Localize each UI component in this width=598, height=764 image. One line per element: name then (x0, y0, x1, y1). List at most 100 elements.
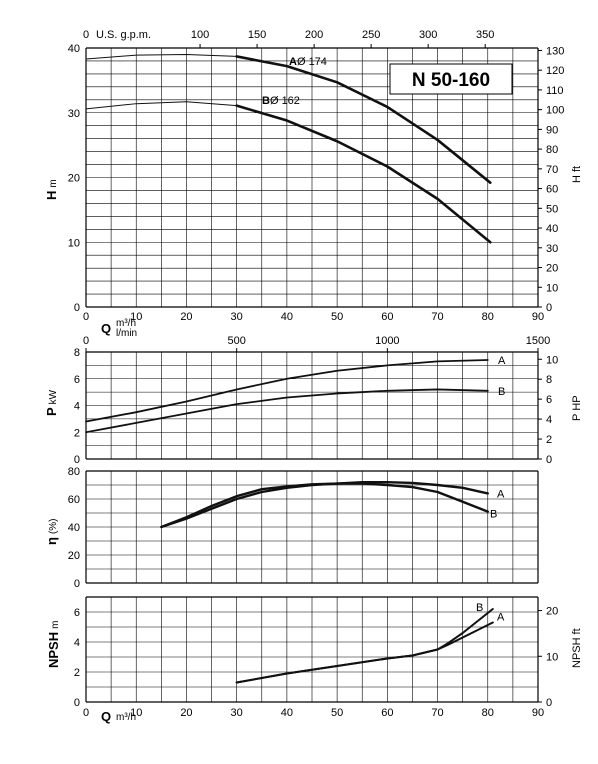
head-top-tick: 150 (248, 29, 266, 41)
power-y-tick: 6 (74, 374, 80, 386)
head-y-title: Hm (44, 179, 59, 200)
npsh-x-tick: 0 (83, 707, 89, 719)
head-x-tick: 40 (281, 311, 293, 323)
head-y2-tick: 0 (546, 302, 552, 314)
lmin-tick: 500 (227, 335, 245, 347)
head-x-tick: 80 (482, 311, 494, 323)
npsh-x-unit: m³/h (116, 712, 136, 723)
lmin-tick: 0 (83, 335, 89, 347)
head-top-tick: 200 (305, 29, 323, 41)
head-x-tick: 0 (83, 311, 89, 323)
power-y-tick: 8 (74, 347, 80, 359)
head-y2-tick: 30 (546, 243, 558, 255)
power-y2-tick: 8 (546, 374, 552, 386)
head-y2-tick: 50 (546, 203, 558, 215)
head-x-tick: 50 (331, 311, 343, 323)
power-y-tick: 0 (74, 454, 80, 466)
power-label-A: A (498, 355, 506, 367)
head-top-tick: 350 (476, 29, 494, 41)
head-top-tick: 100 (191, 29, 209, 41)
top-axis-label: U.S. g.p.m. (96, 29, 151, 41)
head-top-tick: 0 (83, 29, 89, 41)
head-y-tick: 40 (68, 43, 80, 55)
head-y-tick: 20 (68, 173, 80, 185)
npsh-x-tick: 80 (482, 707, 494, 719)
eff-y-tick: 20 (68, 550, 80, 562)
head-curve-B-thin (85, 101, 238, 110)
npsh-y2-tick: 20 (546, 606, 558, 618)
lmin-tick: 1000 (375, 335, 399, 347)
npsh-x-tick: 10 (130, 707, 142, 719)
eff-grid (85, 470, 539, 584)
head-y2-tick: 20 (546, 263, 558, 275)
head-x-tick: 90 (532, 311, 544, 323)
eff-y-title: η(%) (44, 518, 59, 545)
head-x-tick: 30 (231, 311, 243, 323)
head-x-tick: 70 (431, 311, 443, 323)
power-y2-tick: 4 (546, 414, 552, 426)
npsh-x-tick: 20 (180, 707, 192, 719)
npsh-y2-title: NPSHft (571, 628, 583, 668)
power-label-B: B (498, 386, 505, 398)
eff-label-B: B (490, 509, 497, 521)
head-y2-tick: 110 (546, 85, 564, 97)
eff-y-tick: 0 (74, 578, 80, 590)
head-top-tick: 250 (362, 29, 380, 41)
head-x-title: Q (101, 321, 111, 336)
head-y2-tick: 90 (546, 124, 558, 136)
eff-y-tick: 60 (68, 494, 80, 506)
head-x-tick: 20 (180, 311, 192, 323)
power-y2-tick: 6 (546, 394, 552, 406)
npsh-x-tick: 40 (281, 707, 293, 719)
head-x-unit2: l/min (116, 328, 137, 339)
npsh-curve-A (235, 621, 494, 684)
eff-y-tick: 40 (68, 522, 80, 534)
power-y2-tick: 10 (546, 354, 558, 366)
head-y2-tick: 10 (546, 282, 558, 294)
head-y2-tick: 80 (546, 144, 558, 156)
power-y2-tick: 2 (546, 434, 552, 446)
npsh-curve-B (235, 608, 494, 684)
npsh-y-tick: 0 (74, 697, 80, 709)
npsh-y2-tick: 10 (546, 651, 558, 663)
power-curve-B (85, 388, 489, 434)
npsh-y-tick: 2 (74, 667, 80, 679)
head-y2-title: Hft (571, 166, 583, 183)
npsh-y-tick: 4 (74, 637, 80, 649)
head-y2-tick: 100 (546, 105, 564, 117)
head-curve-B (235, 104, 492, 244)
npsh-label-B: B (476, 602, 483, 614)
head-y2-tick: 120 (546, 65, 564, 77)
power-y2-tick: 0 (546, 454, 552, 466)
head-y2-tick: 130 (546, 45, 564, 57)
lmin-tick: 1500 (526, 335, 550, 347)
power-curve-A (85, 359, 489, 423)
npsh-grid (85, 596, 539, 703)
head-x-unit: m³/h (116, 318, 136, 329)
npsh-x-tick: 90 (532, 707, 544, 719)
npsh-y-tick: 6 (74, 607, 80, 619)
head-y-tick: 0 (74, 302, 80, 314)
npsh-y2-tick: 0 (546, 697, 552, 709)
power-y-tick: 4 (74, 401, 80, 413)
npsh-x-tick: 50 (331, 707, 343, 719)
eff-curve-A (160, 481, 489, 529)
head-y-tick: 10 (68, 237, 80, 249)
head-curve-A (235, 55, 492, 184)
eff-curve-B (160, 482, 489, 529)
npsh-y-title: NPSHm (46, 621, 61, 668)
head-y2-tick: 60 (546, 184, 558, 196)
eff-label-A: A (497, 488, 505, 500)
npsh-x-tick: 30 (231, 707, 243, 719)
power-y-title: PkW (44, 389, 59, 416)
head-y2-tick: 40 (546, 223, 558, 235)
head-y-tick: 30 (68, 108, 80, 120)
model-title-box (389, 63, 513, 95)
model-title: N 50-160 (412, 70, 490, 91)
head-x-tick: 10 (130, 311, 142, 323)
power-y2-title: PHP (571, 395, 583, 421)
curve-label-A: AØ 174 (289, 56, 327, 68)
head-top-tick: 300 (419, 29, 437, 41)
